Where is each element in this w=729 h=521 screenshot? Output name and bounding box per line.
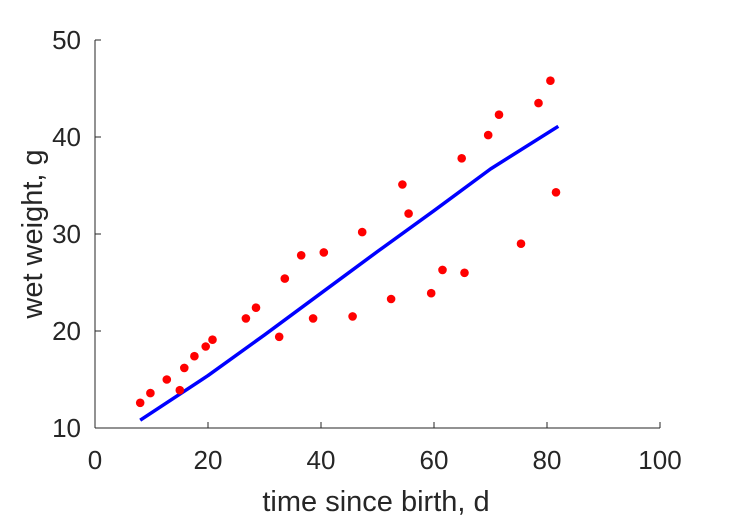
data-point <box>319 248 329 257</box>
x-tick-label: 80 <box>533 445 562 475</box>
data-point <box>201 342 210 351</box>
y-tick-label: 30 <box>52 219 81 249</box>
data-point <box>551 188 561 197</box>
data-point <box>494 110 504 119</box>
axes <box>94 40 660 429</box>
data-point <box>438 265 447 275</box>
data-point <box>534 98 543 108</box>
data-point <box>483 130 493 140</box>
x-tick-label: 20 <box>194 445 223 475</box>
data-point <box>208 335 217 345</box>
y-tick-label: 20 <box>52 316 81 346</box>
x-axis-label: time since birth, d <box>262 486 489 518</box>
tick-labels: 0 20 40 60 80 100 10 20 30 40 50 <box>52 25 682 475</box>
scatter-series <box>135 76 561 408</box>
data-point <box>516 239 526 248</box>
data-point <box>175 385 185 395</box>
data-point <box>457 154 467 163</box>
tick-marks <box>94 39 661 429</box>
data-point <box>190 351 199 361</box>
x-tick-label: 100 <box>638 445 681 475</box>
data-point <box>308 314 318 323</box>
x-tick-label: 0 <box>88 445 102 475</box>
data-point <box>386 294 396 304</box>
data-point <box>280 274 290 283</box>
data-point <box>135 398 145 408</box>
data-point <box>241 314 251 323</box>
data-point <box>251 303 261 313</box>
y-tick-label: 40 <box>52 122 81 152</box>
data-point <box>274 332 284 342</box>
data-point <box>426 288 436 298</box>
data-point <box>460 268 469 278</box>
y-axis-label: wet weight, g <box>17 149 49 319</box>
data-point <box>296 251 306 260</box>
data-point <box>348 312 357 321</box>
y-tick-label: 50 <box>52 25 81 55</box>
x-tick-label: 40 <box>307 445 336 475</box>
x-tick-label: 60 <box>420 445 449 475</box>
data-point <box>162 375 172 384</box>
data-point <box>398 180 407 189</box>
fit-line <box>139 124 560 422</box>
data-point <box>404 209 413 218</box>
fit-line-series <box>139 124 560 422</box>
data-point <box>357 227 367 237</box>
data-point <box>180 363 189 373</box>
y-tick-label: 10 <box>52 413 81 443</box>
data-point <box>546 76 555 85</box>
data-point <box>146 388 155 398</box>
